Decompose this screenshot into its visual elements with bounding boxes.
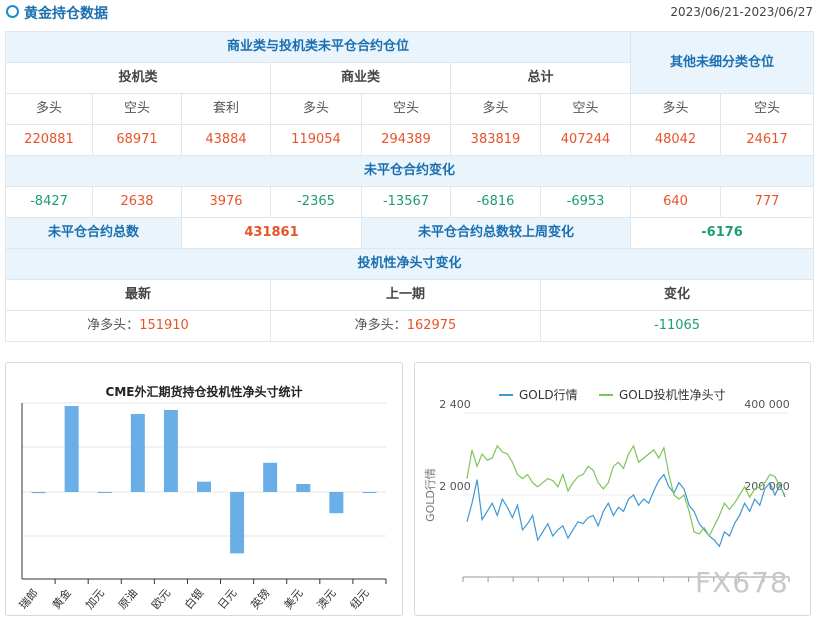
- bar: [230, 492, 245, 554]
- bar: [64, 406, 79, 492]
- other-header: 其他未细分类仓位: [630, 31, 815, 94]
- bar: [130, 414, 145, 492]
- oi-total-value: 431861: [181, 217, 362, 249]
- col-label: 空头: [720, 93, 815, 125]
- oi-total-label: 未平仓合约总数: [5, 217, 182, 249]
- category-label: 英镑: [248, 586, 273, 612]
- net-change-value: -11065: [539, 310, 815, 342]
- changes-row: -8427 2638 3976 -2365 -13567 -6816 -6953…: [5, 186, 815, 218]
- position-value: 48042: [630, 124, 722, 156]
- chart-title: CME外汇期货持仓投机性净头寸统计: [105, 385, 303, 399]
- bar: [197, 481, 211, 492]
- change-value: -13567: [361, 186, 451, 218]
- category-label: 纽元: [347, 586, 372, 612]
- category-label: 美元: [281, 587, 305, 612]
- net-latest-value: 151910: [139, 318, 189, 333]
- col-label: 空头: [361, 93, 451, 125]
- positions-table: 商业类与投机类未平仓合约仓位 其他未细分类仓位 投机类 商业类 总计 多头 空头…: [4, 31, 815, 342]
- column-labels-row: 多头 空头 套利 多头 空头 多头 空头 多头 空头: [5, 93, 815, 125]
- series-line: [466, 473, 786, 548]
- change-value: -2365: [270, 186, 362, 218]
- position-value: 43884: [181, 124, 271, 156]
- group-commercial: 商业类: [270, 62, 451, 94]
- net-prev-value: 162975: [406, 318, 457, 333]
- bar: [263, 462, 278, 492]
- category-label: 原油: [115, 586, 140, 612]
- col-label: 空头: [539, 93, 632, 125]
- y-right-tick-label: 400 000: [744, 398, 790, 411]
- oi-change-value: -6176: [630, 217, 815, 249]
- position-value: 24617: [720, 124, 815, 156]
- category-label: 澳元: [315, 587, 339, 612]
- bar: [362, 492, 377, 493]
- net-latest-cell: 净多头：151910: [5, 310, 271, 342]
- category-label: 日元: [215, 587, 239, 612]
- bar: [31, 492, 46, 494]
- net-change-label: 变化: [539, 279, 815, 311]
- bar: [329, 492, 344, 514]
- col-label: 多头: [450, 93, 541, 125]
- net-prefix: 净多头：: [354, 318, 407, 333]
- y-left-tick-label: 2 400: [439, 398, 471, 411]
- change-header: 未平仓合约变化: [4, 155, 815, 187]
- change-value: -6816: [450, 186, 541, 218]
- legend-label: GOLD行情: [519, 388, 578, 402]
- col-label: 多头: [630, 93, 722, 125]
- group-total: 总计: [449, 62, 632, 94]
- position-value: 220881: [5, 124, 93, 156]
- col-label: 套利: [181, 93, 271, 125]
- bar: [97, 492, 112, 493]
- position-value: 407244: [539, 124, 632, 156]
- bar-chart-svg: 瑞郎 黄金 加元 原油 欧元 白银 日元 英镑 美元 澳元 纽元: [16, 402, 387, 612]
- change-value: 2638: [92, 186, 182, 218]
- change-value: 640: [630, 186, 722, 218]
- position-value: 294389: [361, 124, 451, 156]
- page-title: 黄金持仓数据: [24, 6, 108, 22]
- net-labels-row: 最新 上一期 变化: [5, 279, 815, 311]
- net-latest-label: 最新: [5, 279, 271, 311]
- positions-row: 220881 68971 43884 119054 294389 383819 …: [5, 124, 815, 156]
- page-header: 黄金持仓数据 2023/06/21-2023/06/27: [0, 0, 821, 26]
- bar: [163, 410, 178, 492]
- circle-icon: [6, 5, 19, 18]
- cme-net-positions-chart: CME外汇期货持仓投机性净头寸统计 瑞郎 黄金 加元 原油 欧元 白银 日元 英镑 美元 澳元 纽元: [5, 362, 403, 616]
- net-prev-cell: 净多头：162975: [270, 310, 541, 342]
- series-line: [466, 444, 786, 538]
- net-values-row: 净多头：151910 净多头：162975 -11065: [5, 310, 815, 342]
- date-range: 2023/06/21-2023/06/27: [670, 5, 813, 19]
- col-label: 多头: [270, 93, 362, 125]
- category-label: 瑞郎: [16, 586, 41, 612]
- net-prev-label: 上一期: [270, 279, 541, 311]
- legend-label: GOLD投机性净头寸: [619, 387, 726, 402]
- net-header: 投机性净头寸变化: [4, 248, 815, 280]
- y-left-tick-label: 2 000: [439, 480, 471, 493]
- position-value: 119054: [270, 124, 362, 156]
- watermark-logo: FX678: [695, 566, 789, 599]
- oi-change-label: 未平仓合约总数较上周变化: [360, 217, 632, 249]
- net-prefix: 净多头：: [87, 318, 140, 333]
- change-value: -6953: [539, 186, 632, 218]
- y-axis-label: GOLD行情: [424, 468, 437, 522]
- category-label: 加元: [83, 587, 107, 612]
- gold-price-vs-net-chart: GOLD行情 GOLD投机性净头寸 2 400 2 000 400 000 200 000…: [414, 362, 811, 616]
- main-header: 商业类与投机类未平仓合约仓位: [4, 31, 632, 63]
- category-label: 黄金: [49, 586, 74, 612]
- group-speculative: 投机类: [5, 62, 271, 94]
- col-label: 多头: [5, 93, 93, 125]
- category-label: 白银: [181, 586, 206, 612]
- change-value: 3976: [181, 186, 271, 218]
- open-interest-row: 未平仓合约总数 431861 未平仓合约总数较上周变化 -6176: [5, 217, 815, 249]
- position-value: 383819: [450, 124, 541, 156]
- bar: [296, 483, 311, 492]
- position-value: 68971: [92, 124, 182, 156]
- change-value: 777: [720, 186, 815, 218]
- change-value: -8427: [5, 186, 93, 218]
- col-label: 空头: [92, 93, 182, 125]
- category-label: 欧元: [149, 587, 173, 612]
